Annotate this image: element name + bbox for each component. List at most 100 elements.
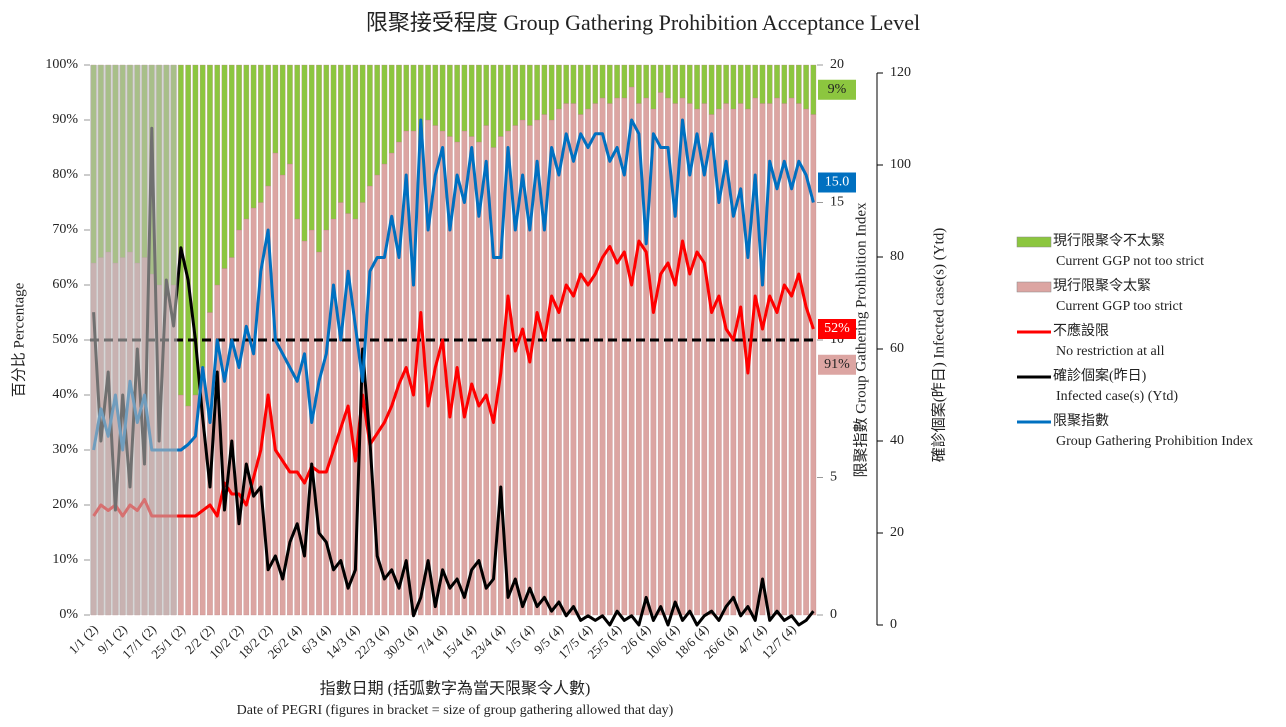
bar <box>672 64 679 104</box>
bar <box>359 64 366 203</box>
legend-label-en: No restriction at all <box>1056 344 1165 359</box>
bar <box>592 103 599 616</box>
legend-label-en: Current GGP not too strict <box>1056 254 1204 269</box>
bar <box>243 218 250 616</box>
bar <box>657 64 664 93</box>
bar <box>418 141 424 616</box>
bar <box>185 405 191 616</box>
bar <box>563 103 569 616</box>
bar <box>294 218 300 616</box>
bar <box>585 108 591 616</box>
bar <box>250 64 257 209</box>
bar <box>781 103 788 616</box>
bar <box>766 64 773 104</box>
y2-tick-label: 0 <box>830 607 837 622</box>
end-label: 15.0 <box>825 175 850 190</box>
y3-tick-label: 20 <box>890 525 904 540</box>
bar <box>236 229 242 616</box>
bar <box>810 64 817 115</box>
bar <box>330 218 337 616</box>
legend-swatch <box>1016 281 1052 293</box>
y2-tick-label: 5 <box>830 470 837 485</box>
bar <box>708 114 715 616</box>
bar <box>803 64 809 110</box>
bar <box>490 64 497 148</box>
y-tick-label: 80% <box>52 167 78 182</box>
bar <box>258 64 264 203</box>
bar <box>788 64 795 99</box>
bar <box>301 64 308 242</box>
bar <box>759 64 766 104</box>
bar <box>476 64 482 143</box>
bar <box>577 114 584 616</box>
bar <box>381 163 388 616</box>
bar <box>730 108 737 616</box>
y3-tick-label: 0 <box>890 617 897 632</box>
bar <box>483 64 489 126</box>
bar <box>570 103 577 616</box>
x-tick-label: 1/5 (4) <box>502 622 537 657</box>
bar <box>701 103 708 616</box>
bar <box>396 64 402 143</box>
bar <box>577 64 584 115</box>
bar <box>345 64 351 214</box>
bar <box>287 64 293 165</box>
bar <box>388 64 395 154</box>
bar <box>534 119 540 616</box>
bar <box>628 86 635 616</box>
bar <box>250 207 257 616</box>
bar <box>214 64 220 286</box>
bar <box>607 103 613 616</box>
bar <box>512 64 519 126</box>
bar <box>236 64 242 231</box>
legend-label: 現行限聚令不太緊 <box>1053 233 1165 249</box>
bar <box>679 64 686 99</box>
bar <box>301 240 308 616</box>
bar <box>599 97 606 616</box>
bar <box>788 97 795 616</box>
bar <box>221 64 228 269</box>
bar <box>410 64 417 132</box>
bar <box>308 64 315 231</box>
bar <box>650 64 657 110</box>
bar <box>497 64 504 137</box>
x-axis-title-en: Date of PEGRI (figures in bracket = size… <box>237 703 674 718</box>
bar <box>519 64 526 121</box>
legend-label-en: Group Gathering Prohibition Index <box>1056 434 1253 449</box>
legend-label: 不應設限 <box>1053 322 1109 339</box>
legend-label: 現行限聚令太緊 <box>1053 278 1151 294</box>
bar <box>796 103 802 616</box>
bar <box>614 97 620 616</box>
bar <box>774 64 780 99</box>
end-label: 9% <box>828 82 847 97</box>
bar <box>527 64 533 126</box>
bar <box>570 64 577 104</box>
bar <box>745 64 751 110</box>
bar <box>556 108 562 616</box>
bar <box>694 108 700 616</box>
bar <box>199 64 206 368</box>
line <box>92 126 815 627</box>
bar <box>657 92 664 616</box>
bar <box>185 64 191 407</box>
bar <box>694 64 700 110</box>
bar <box>505 64 511 132</box>
y-tick-label: 70% <box>52 222 78 237</box>
end-label-box <box>818 354 856 375</box>
bar <box>468 136 475 616</box>
bar <box>636 64 642 104</box>
bar <box>279 174 286 616</box>
bar <box>716 64 722 110</box>
y-tick-label: 40% <box>52 387 78 402</box>
bar <box>548 64 555 121</box>
y-tick-label: 30% <box>52 442 78 457</box>
end-label: 91% <box>824 357 850 372</box>
chart-title: 限聚接受程度 Group Gathering Prohibition Accep… <box>366 10 920 35</box>
bar <box>265 64 271 187</box>
bar <box>272 152 279 616</box>
bar <box>447 64 453 137</box>
y3-tick-label: 100 <box>890 157 911 172</box>
bar <box>599 64 606 99</box>
end-label: 52% <box>824 321 850 336</box>
